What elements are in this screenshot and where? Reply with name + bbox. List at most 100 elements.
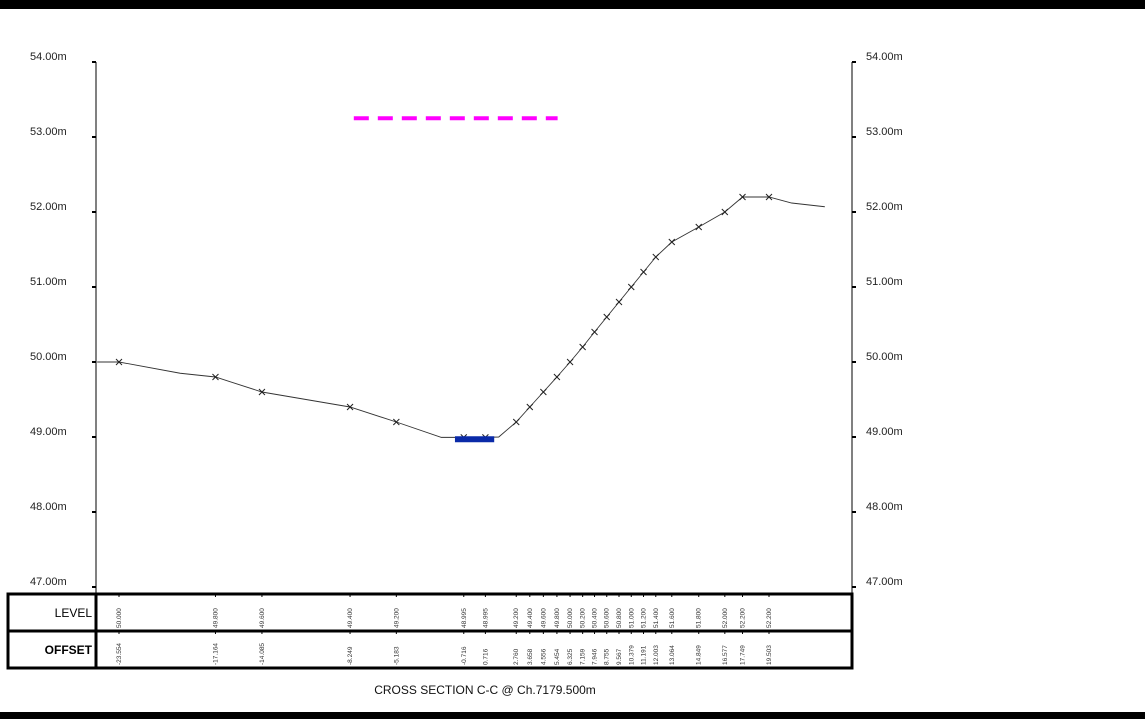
offset-value: 3.658 (527, 648, 534, 665)
offset-value: 14.849 (696, 645, 703, 665)
level-value: 49.800 (554, 608, 561, 628)
survey-point-markers (115, 193, 773, 441)
right-axis-tick-label: 51.00m (866, 276, 903, 288)
level-value: 50.000 (116, 608, 123, 628)
right-axis-tick-label: 49.00m (866, 426, 903, 438)
marker-stroke (739, 193, 746, 201)
survey-point-marker (640, 268, 647, 276)
offset-value: 16.577 (722, 645, 729, 665)
survey-point-marker (668, 238, 676, 246)
marker-stroke (540, 388, 547, 396)
section-title: CROSS SECTION C-C @ Ch.7179.500m (374, 683, 596, 697)
offset-value: 13.064 (669, 645, 676, 665)
table-values: 50.000 -23.554 49.800 -17.164 49.600 -14.085 4… (116, 594, 773, 665)
level-value: 49.200 (513, 608, 520, 628)
offset-value: 5.454 (554, 648, 561, 665)
survey-point-marker (615, 298, 623, 306)
marker-stroke (526, 403, 534, 411)
bottom-frame-bar (0, 712, 1145, 719)
marker-stroke (115, 358, 123, 366)
level-value: 51.400 (653, 608, 660, 628)
offset-value: -23.554 (116, 643, 123, 665)
survey-point-marker (627, 283, 635, 291)
survey-point-marker (392, 418, 400, 426)
level-value: 52.000 (722, 608, 729, 628)
right-axis-tick-label: 53.00m (866, 126, 903, 138)
offset-value: 10.379 (628, 645, 635, 665)
survey-point-marker (579, 343, 587, 351)
data-table: LEVEL OFFSET 50.000 -23.554 49.800 -17.164 4… (6, 592, 854, 670)
offset-value: -8.249 (347, 646, 354, 665)
survey-point-marker (526, 403, 534, 411)
offset-value: 2.760 (513, 648, 520, 665)
left-axis-tick-label: 48.00m (30, 501, 67, 513)
left-axis-tick-label: 51.00m (30, 276, 67, 288)
marker-stroke (553, 373, 561, 381)
level-value: 50.000 (567, 608, 574, 628)
survey-point-marker (603, 313, 611, 321)
survey-point-marker (566, 358, 574, 366)
survey-point-marker (540, 388, 547, 396)
marker-stroke (258, 388, 266, 396)
level-value: 50.600 (604, 608, 611, 628)
survey-point-marker (553, 373, 561, 381)
offset-value: 4.556 (540, 648, 547, 665)
marker-stroke (346, 403, 354, 411)
survey-point-marker (739, 193, 746, 201)
top-frame-bar (0, 0, 1145, 9)
offset-value: 17.749 (740, 645, 747, 665)
survey-point-marker (591, 328, 598, 336)
offset-value: -0.716 (461, 646, 468, 665)
offset-value: 8.755 (604, 648, 611, 665)
marker-stroke (615, 298, 623, 306)
offset-value: 19.503 (766, 645, 773, 665)
marker-stroke (668, 238, 676, 246)
level-value: 49.600 (540, 608, 547, 628)
level-value: 52.200 (766, 608, 773, 628)
marker-stroke (640, 268, 647, 276)
level-value: 48.995 (461, 608, 468, 628)
axis-ticks: 47.00m 47.00m 48.00m 48.00m 49.00m 49.00m 50.0… (30, 51, 903, 588)
marker-stroke (652, 253, 660, 261)
survey-point-marker (115, 358, 123, 366)
survey-point-marker (512, 418, 520, 426)
level-value: 52.200 (740, 608, 747, 628)
offset-value: -17.164 (212, 643, 219, 665)
survey-point-marker (765, 193, 773, 201)
survey-point-marker (695, 223, 703, 231)
marker-stroke (721, 208, 729, 216)
right-axis-tick-label: 52.00m (866, 201, 903, 213)
offset-value: 0.716 (482, 648, 489, 665)
offset-value: 6.325 (567, 648, 574, 665)
marker-stroke (591, 328, 598, 336)
marker-stroke (579, 343, 587, 351)
left-axis-tick-label: 47.00m (30, 576, 67, 588)
level-value: 50.400 (592, 608, 599, 628)
level-value: 51.800 (696, 608, 703, 628)
marker-stroke (603, 313, 611, 321)
survey-point-marker (721, 208, 729, 216)
level-value: 50.200 (580, 608, 587, 628)
level-value: 49.200 (393, 608, 400, 628)
marker-stroke (566, 358, 574, 366)
level-value: 50.800 (616, 608, 623, 628)
marker-stroke (695, 223, 703, 231)
level-value: 49.400 (347, 608, 354, 628)
survey-point-marker (652, 253, 660, 261)
left-axis-tick-label: 49.00m (30, 426, 67, 438)
survey-point-marker (258, 388, 266, 396)
right-axis-tick-label: 54.00m (866, 51, 903, 63)
offset-value: -14.085 (259, 643, 266, 665)
water-surface (454, 436, 495, 443)
offset-value: 7.946 (592, 648, 599, 665)
level-row-label: LEVEL (55, 606, 93, 620)
level-value: 51.200 (641, 608, 648, 628)
right-axis-tick-label: 50.00m (866, 351, 903, 363)
level-value: 49.400 (527, 608, 534, 628)
offset-value: 9.567 (616, 648, 623, 665)
level-value: 49.600 (259, 608, 266, 628)
level-value: 49.800 (212, 608, 219, 628)
offset-value: 12.003 (653, 645, 660, 665)
marker-stroke (212, 373, 219, 381)
